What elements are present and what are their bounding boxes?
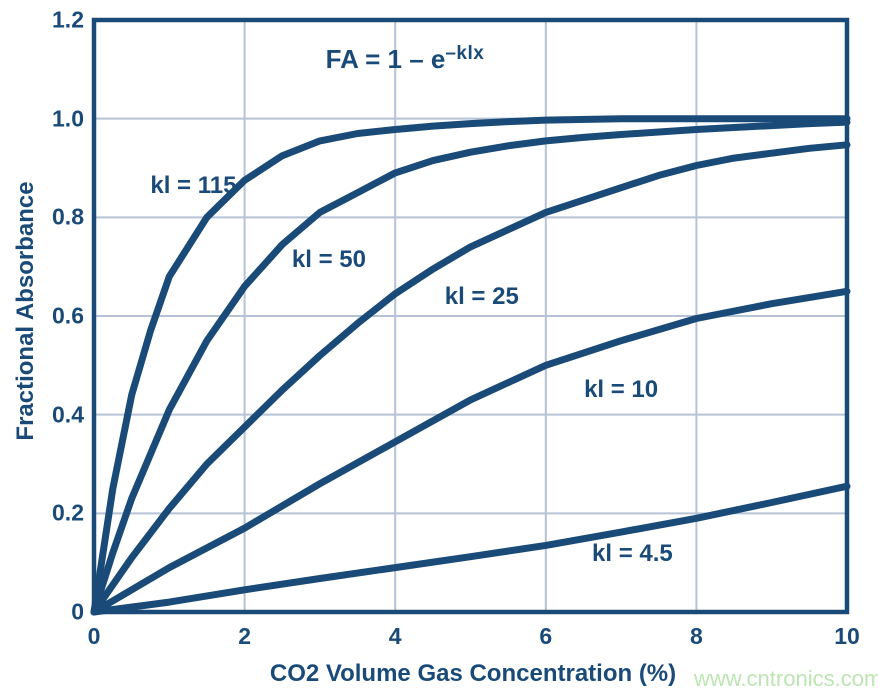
curve-label-kl-10: kl = 10 <box>584 376 659 403</box>
x-tick-label: 2 <box>238 623 251 649</box>
curve-label-kl-115: kl = 115 <box>150 171 237 199</box>
y-tick-label: 0.2 <box>52 499 84 526</box>
curve-label-kl-50: kl = 50 <box>291 245 366 273</box>
x-axis-title: CO2 Volume Gas Concentration (%) <box>269 660 677 687</box>
curve-kl-4.5 <box>90 482 851 616</box>
watermark: www.cntronics.com <box>694 666 878 691</box>
x-tick-label: 10 <box>834 623 860 649</box>
curve-kl-10 <box>90 287 851 616</box>
y-tick-label: 1.0 <box>52 105 84 132</box>
plot-border <box>91 17 850 615</box>
x-tick-label: 8 <box>689 623 703 649</box>
curve-kl-50 <box>90 118 851 616</box>
formula-exponent: –klx <box>445 43 485 64</box>
x-tick-label: 0 <box>87 623 101 649</box>
x-tick-label: 6 <box>539 623 553 649</box>
y-tick-label: 0 <box>71 598 84 625</box>
chart-formula: FA = 1 – e–klx <box>325 43 485 75</box>
curve-label-kl-4-5: kl = 4.5 <box>592 539 673 567</box>
curve-kl-25 <box>90 141 851 616</box>
y-tick-label: 0.6 <box>52 302 84 329</box>
y-tick-label: 0.8 <box>52 203 84 230</box>
y-tick-label: 0.4 <box>52 401 84 428</box>
curve-kl-115 <box>90 115 851 616</box>
y-tick-label: 1.2 <box>52 6 84 33</box>
curve-label-kl-25: kl = 25 <box>444 282 519 310</box>
formula-base: FA = 1 – e <box>325 44 446 74</box>
x-tick-label: 4 <box>388 623 402 649</box>
